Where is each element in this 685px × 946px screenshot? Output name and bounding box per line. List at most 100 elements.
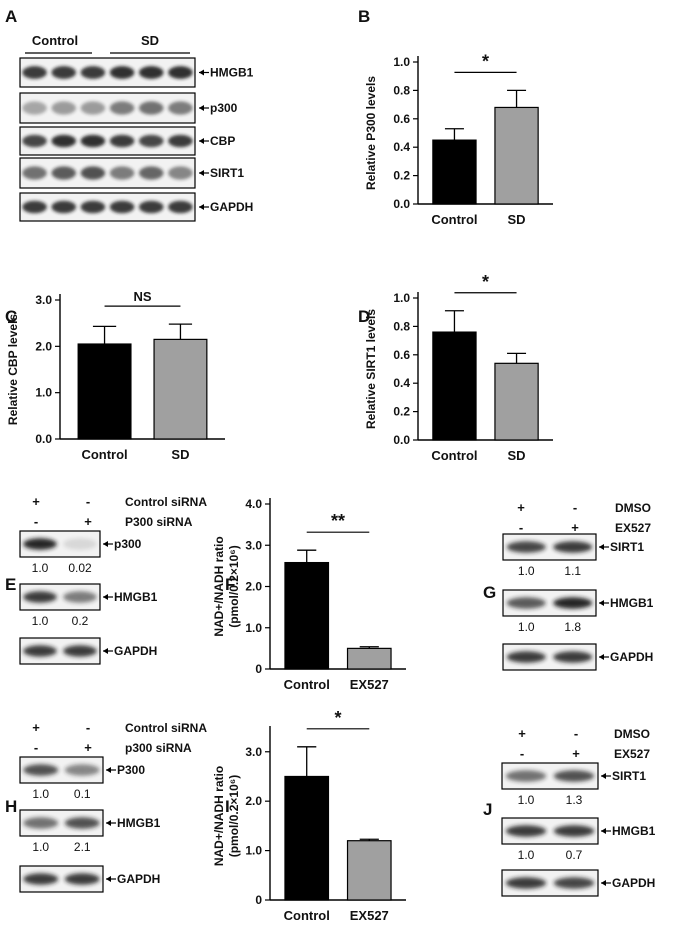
y-tick-label: 0 (255, 893, 262, 907)
sign: + (517, 500, 525, 515)
blot-frame (19, 192, 196, 222)
sign: + (84, 740, 92, 755)
blot-a-hmgb1 (19, 57, 196, 88)
blot-panel_h-1 (19, 809, 104, 837)
sign: - (34, 514, 38, 529)
blot-band (109, 200, 135, 214)
y-tick-label: 2.0 (35, 339, 52, 353)
y-axis-label: Relative SIRT1 levels (364, 309, 378, 429)
blot-band (23, 817, 59, 829)
bar-control (284, 561, 330, 670)
blot-band (80, 166, 106, 180)
blot-band (22, 101, 47, 115)
blot-a-cbp (19, 126, 196, 156)
blot-band (80, 134, 106, 148)
sign: - (86, 720, 90, 735)
bar-control (432, 139, 477, 205)
quant-value: 1.8 (564, 620, 581, 634)
blot-band (64, 764, 100, 776)
blot-band (51, 166, 76, 180)
band-label: P300 (117, 763, 145, 777)
arrow-head (106, 767, 111, 773)
y-axis-label: (pmol/0.2×10⁶) (227, 775, 241, 858)
x-tick-label: Control (284, 908, 330, 923)
blot-panel_g-0 (502, 533, 597, 561)
blot-band (63, 645, 97, 657)
blot-band (80, 66, 106, 79)
blot-band (553, 597, 593, 609)
blot-band (80, 200, 106, 214)
band-label: p300 (210, 101, 238, 115)
blot-band (506, 651, 546, 663)
x-tick-label: EX527 (350, 677, 389, 692)
x-tick-label: Control (431, 448, 477, 463)
band-label: p300 (114, 537, 142, 551)
y-tick-label: 0.6 (393, 348, 410, 362)
quant-value: 1.0 (32, 787, 49, 801)
quant-value: 0.7 (566, 848, 583, 862)
band-label: GAPDH (210, 200, 253, 214)
arrow-head (103, 594, 108, 600)
blot-panel_j-2 (501, 869, 599, 897)
sign: + (32, 720, 40, 735)
significance-mark: ** (331, 511, 345, 531)
bar-sd (153, 338, 208, 440)
blot-band (553, 770, 595, 782)
blot-a-gapdh (19, 192, 196, 222)
y-tick-label: 3.0 (245, 745, 262, 759)
quant-value: 0.1 (74, 787, 91, 801)
chart-b: 0.0 0.2 0.4 0.6 0.8 1.0 Control SD * Relative P30… (364, 51, 553, 227)
chart-d: 0.0 0.2 0.4 0.6 0.8 1.0 Control SD * Relative SIR… (364, 272, 553, 463)
blot-band (168, 66, 193, 79)
quant-value: 1.0 (518, 620, 535, 634)
chart-i: 0 1.0 2.0 3.0 Control EX527 * NAD+/NADH ratio (p… (212, 708, 406, 923)
band-label: GAPDH (610, 650, 653, 664)
y-axis-label: Relative CBP levels (6, 314, 20, 426)
panel-letter-a: A (5, 7, 17, 26)
y-tick-label: 0.8 (393, 83, 410, 97)
panel-letter-j: J (483, 800, 492, 819)
significance-mark: NS (133, 289, 151, 304)
blot-band (22, 166, 47, 180)
arrow-head (199, 170, 204, 176)
sign: - (519, 520, 523, 535)
band-label: HMGB1 (612, 824, 656, 838)
treatment-label: Control siRNA (125, 721, 207, 735)
panel-letter-i: I (225, 797, 230, 816)
blot-band (553, 651, 593, 663)
band-label: HMGB1 (210, 66, 254, 80)
panel-letter-d: D (358, 307, 370, 326)
x-tick-label: Control (284, 677, 330, 692)
band-label: HMGB1 (114, 590, 158, 604)
quant-value: 2.1 (74, 840, 91, 854)
chart-f: 0 1.0 2.0 3.0 4.0 Control EX527 ** NAD+/NADH rat… (212, 497, 406, 692)
blot-band (80, 101, 106, 115)
arrow-head (106, 820, 111, 826)
y-tick-label: 1.0 (35, 386, 52, 400)
y-axis-label: NAD+/NADH ratio (212, 536, 226, 636)
treatment-label: DMSO (614, 727, 650, 741)
y-tick-label: 0.8 (393, 319, 410, 333)
blot-a-sirt1 (19, 157, 196, 189)
arrow-head (599, 600, 604, 606)
arrow-head (199, 69, 204, 76)
blot-panel_h-0 (19, 756, 104, 784)
sign: - (86, 494, 90, 509)
blot-panel_e-1 (19, 583, 101, 611)
blot-panel_g-2 (502, 643, 597, 671)
sign: - (34, 740, 38, 755)
blot-band (109, 134, 135, 148)
y-tick-label: 3.0 (35, 293, 52, 307)
bar-sd (494, 106, 539, 205)
blot-band (139, 101, 164, 115)
blot-band (553, 541, 593, 553)
blot-panel_j-0 (501, 762, 599, 790)
blot-frame (19, 126, 196, 156)
quant-value: 1.0 (518, 848, 535, 862)
arrow-head (601, 773, 606, 779)
quant-value: 0.02 (68, 561, 92, 575)
blot-panel_j-1 (501, 817, 599, 845)
x-tick-label: SD (508, 448, 526, 463)
blot-band (22, 66, 47, 79)
blot-panel_e-2 (19, 637, 101, 665)
